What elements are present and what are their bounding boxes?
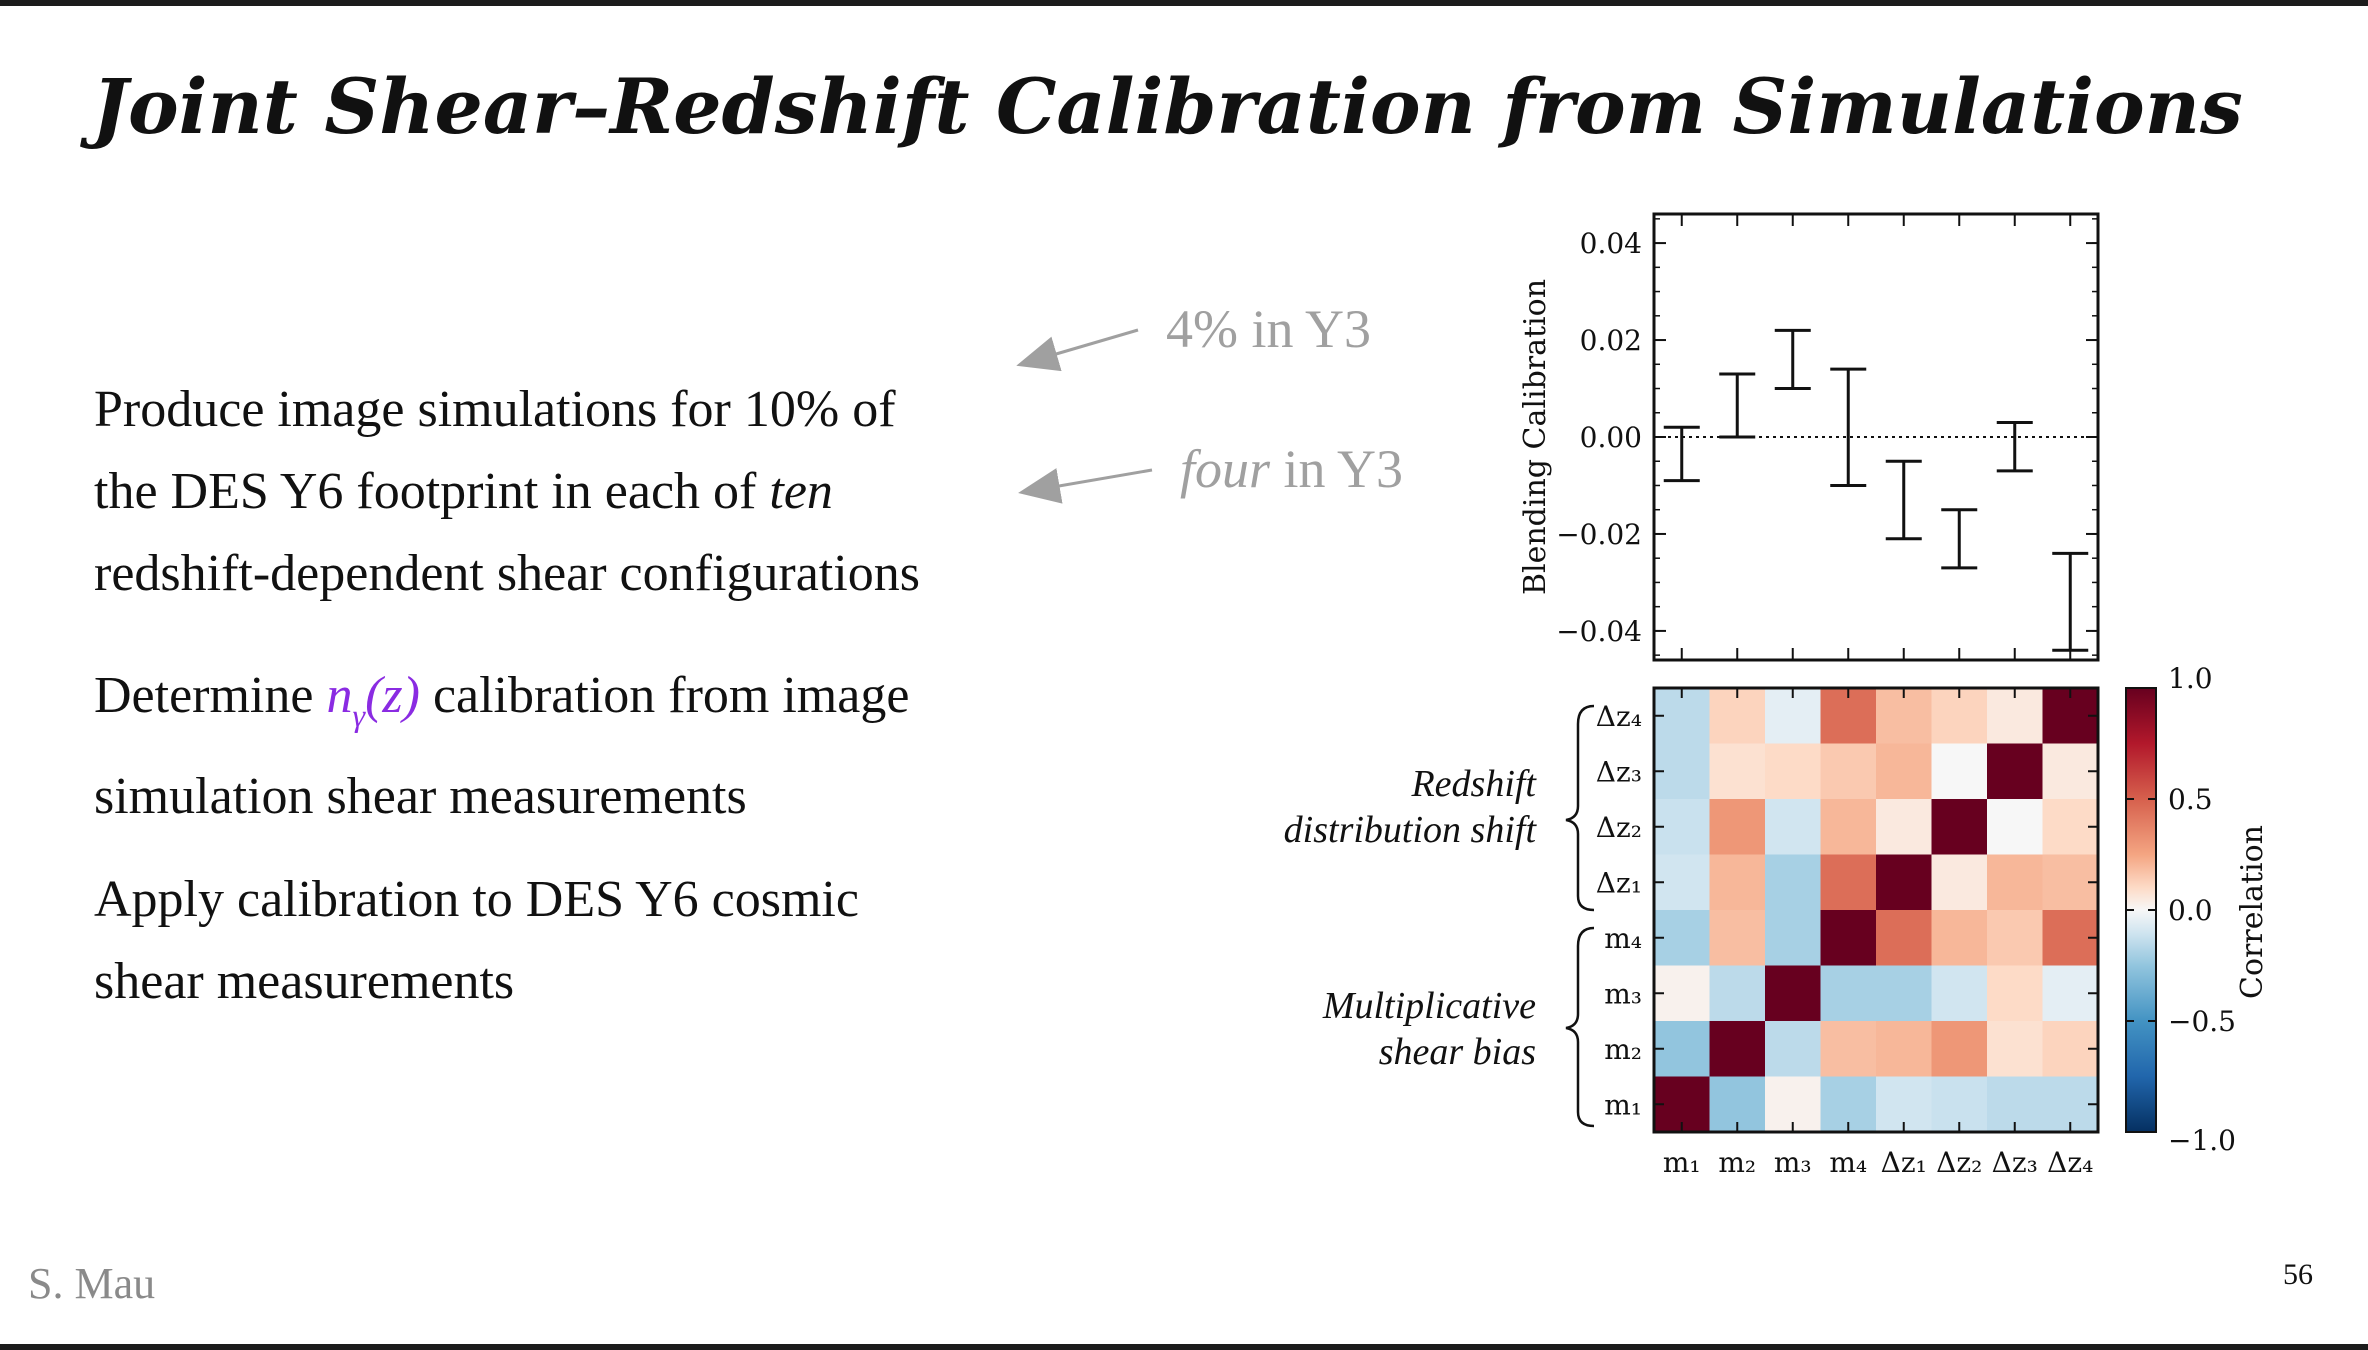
y-tick-label: 0.04 [1580,227,1642,260]
heatmap-cell [1710,910,1766,966]
heatmap-cell [1987,910,2043,966]
errorbar-m1 [1664,427,1700,480]
errorbar-Δz2 [1941,510,1977,568]
heatmap-cell [1876,744,1932,800]
heatmap-cell [1710,855,1766,911]
heatmap-cell [1821,799,1877,855]
hm-y-label: Δz₃ [1596,755,1642,788]
brace-multiplicative [1566,928,1594,1126]
heatmap-cell [1876,799,1932,855]
hm-x-label: Δz₄ [2047,1146,2093,1179]
y-axis-label: Blending Calibration [1518,279,1553,595]
heatmap-cell [1765,966,1821,1022]
heatmap-cell [1987,855,2043,911]
y-tick-label: −0.04 [1556,615,1642,648]
hm-y-label: Δz₂ [1596,811,1642,844]
colorbar-tick-label: 0.5 [2168,783,2213,816]
hm-x-label: m₄ [1829,1146,1867,1179]
heatmap-cell [1821,910,1877,966]
y-tick-label: 0.02 [1580,324,1642,357]
group-label-redshift-l1: Redshift [1410,763,1537,805]
heatmap-cell [1932,855,1988,911]
colorbar-tick-label: −1.0 [2168,1124,2236,1157]
errorbar-Δz3 [1997,422,2033,470]
heatmap-cell [1765,799,1821,855]
heatmap-cell [1987,1021,2043,1077]
errorbar-Δz4 [2052,553,2088,650]
hm-y-label: Δz₁ [1596,866,1642,899]
hm-x-label: Δz₂ [1936,1146,1982,1179]
y-tick-label: 0.00 [1580,421,1642,454]
y-tick-label: −0.02 [1556,518,1642,551]
errorbar-m2 [1719,374,1755,437]
hm-x-label: m₁ [1663,1146,1701,1179]
heatmap-cell [1765,1021,1821,1077]
heatmap-cell [1710,1021,1766,1077]
heatmap-cell [1987,799,2043,855]
heatmap-cell [1876,966,1932,1022]
heatmap-cell [1821,1021,1877,1077]
colorbar-tick-label: −0.5 [2168,1005,2236,1038]
figure-canvas: 0.04 0.02 0.00 −0.02 −0.04 Blending Calibrat… [0,0,2368,1350]
bottom-border [0,1344,2368,1350]
heatmap-cell [1765,910,1821,966]
hm-y-label: Δz₄ [1596,700,1642,733]
hm-y-label: m₁ [1604,1088,1642,1121]
heatmap-cell [1710,744,1766,800]
heatmap-cell [1932,1021,1988,1077]
heatmap-cell [1821,855,1877,911]
hm-x-label: m₂ [1718,1146,1756,1179]
colorbar-tick-label: 0.0 [2168,894,2213,927]
heatmap-cell [1932,910,1988,966]
hm-y-label: m₃ [1604,977,1642,1010]
colorbar-tick-label: 1.0 [2168,662,2213,695]
arrow-four [1024,470,1152,492]
blending-calibration-chart: 0.04 0.02 0.00 −0.02 −0.04 Blending Calibrat… [1518,214,2098,660]
heatmap-cell [1987,966,2043,1022]
heatmap-cell [1987,744,2043,800]
heatmap-cell [1876,855,1932,911]
heatmap-cell [1932,799,1988,855]
heatmap-cell [1710,966,1766,1022]
colorbar-label: Correlation [2235,825,2270,999]
group-label-redshift-l2: distribution shift [1284,809,1538,851]
heatmap-cell [1932,966,1988,1022]
heatmap-cell [1821,966,1877,1022]
group-label-mult-l1: Multiplicative [1322,985,1536,1027]
hm-x-label: Δz₃ [1992,1146,2038,1179]
errorbar-Δz1 [1886,461,1922,539]
heatmap-cell [1876,1021,1932,1077]
hm-x-label: Δz₁ [1881,1146,1927,1179]
heatmap-cell [1932,744,1988,800]
hm-x-label: m₃ [1774,1146,1812,1179]
hm-y-label: m₂ [1604,1033,1642,1066]
heatmap-cell [1710,799,1766,855]
correlation-heatmap: m₁ m₂ m₃ m₄ Δz₁ Δz₂ Δz₃ Δz₄ Δz₄ Δz₃ Δz₂ Δz₁ m₄ m₃ m₂ m… [1284,662,2270,1179]
heatmap-cell [1821,744,1877,800]
footer-author: S. Mau [28,1258,155,1309]
arrow-4pct [1022,330,1138,364]
heatmap-cell [1765,855,1821,911]
page-number: 56 [2283,1258,2313,1292]
heatmap-cell [1876,910,1932,966]
hm-y-label: m₄ [1604,922,1642,955]
brace-redshift [1566,706,1594,910]
errorbar-m4 [1830,369,1866,485]
group-label-mult-l2: shear bias [1379,1031,1536,1073]
heatmap-cell [1765,744,1821,800]
errorbar-m3 [1775,330,1811,388]
